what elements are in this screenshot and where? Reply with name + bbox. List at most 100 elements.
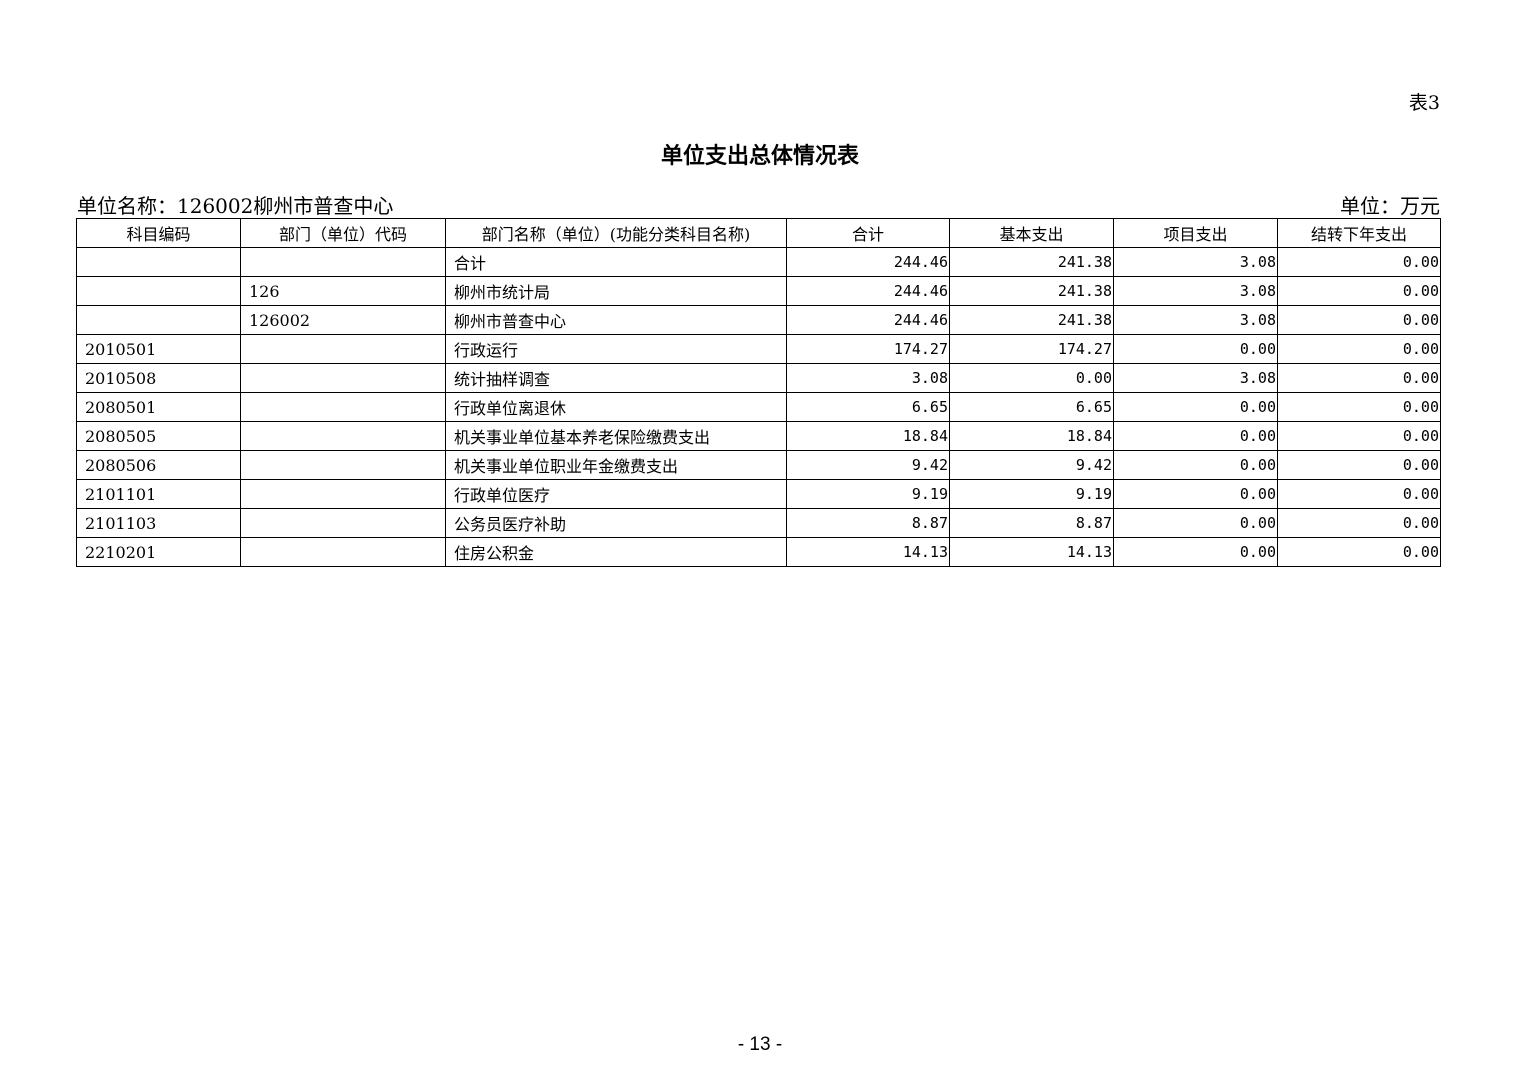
page-number: - 13 -: [737, 1034, 783, 1055]
table-cell: 0.00: [1113, 334, 1278, 364]
table-cell: [76, 247, 241, 277]
table-cell: 0.00: [1277, 392, 1441, 422]
table-cell: 244.46: [786, 305, 950, 335]
column-header: 基本支出: [949, 218, 1114, 248]
table-cell: 公务员医疗补助: [445, 508, 787, 538]
table-cell: [240, 334, 446, 364]
table-cell: 统计抽样调查: [445, 363, 787, 393]
table-cell: 174.27: [786, 334, 950, 364]
table-cell: [76, 305, 241, 335]
table-cell: 0.00: [1113, 421, 1278, 451]
table-cell: [240, 537, 446, 567]
table-cell: 住房公积金: [445, 537, 787, 567]
table-cell: 0.00: [1277, 276, 1441, 306]
column-header: 合计: [786, 218, 950, 248]
table-row: 2080505 机关事业单位基本养老保险缴费支出 18.84 18.84 0.00 0.0…: [76, 421, 1441, 451]
table-cell: 机关事业单位基本养老保险缴费支出: [445, 421, 787, 451]
table-cell: 0.00: [1277, 247, 1441, 277]
table-cell: 0.00: [1277, 421, 1441, 451]
table-cell: 2080506: [76, 450, 241, 480]
table-cell: 14.13: [786, 537, 950, 567]
table-cell: 8.87: [949, 508, 1114, 538]
table-cell: 3.08: [1113, 363, 1278, 393]
table-cell: 0.00: [949, 363, 1114, 393]
table-cell: 行政单位医疗: [445, 479, 787, 509]
table-cell: [240, 363, 446, 393]
table-cell: 241.38: [949, 305, 1114, 335]
table-cell: 14.13: [949, 537, 1114, 567]
table-cell: 柳州市统计局: [445, 276, 787, 306]
table-cell: 18.84: [949, 421, 1114, 451]
table-cell: 0.00: [1113, 479, 1278, 509]
column-header: 部门（单位）代码: [240, 218, 446, 248]
table-cell: 0.00: [1113, 537, 1278, 567]
table-cell: 244.46: [786, 247, 950, 277]
table-cell: [240, 247, 446, 277]
expenditure-table: 科目编码 部门（单位）代码 部门名称（单位）(功能分类科目名称) 合计 基本支出 项目支出…: [76, 218, 1441, 567]
table-cell: 9.19: [949, 479, 1114, 509]
table-cell: 合计: [445, 247, 787, 277]
table-cell: [240, 392, 446, 422]
table-row: 2010501 行政运行 174.27 174.27 0.00 0.00: [76, 334, 1441, 364]
table-row: 126002 柳州市普查中心 244.46 241.38 3.08 0.00: [76, 305, 1441, 335]
table-header-row: 科目编码 部门（单位）代码 部门名称（单位）(功能分类科目名称) 合计 基本支出 项目支出…: [76, 218, 1441, 248]
table-row: 2080506 机关事业单位职业年金缴费支出 9.42 9.42 0.00 0.00: [76, 450, 1441, 480]
table-cell: 2080505: [76, 421, 241, 451]
table-cell: 0.00: [1277, 305, 1441, 335]
table-cell: 行政单位离退休: [445, 392, 787, 422]
table-cell: 3.08: [1113, 276, 1278, 306]
table-cell: [76, 276, 241, 306]
table-cell: 244.46: [786, 276, 950, 306]
column-header: 部门名称（单位）(功能分类科目名称): [445, 218, 787, 248]
table-cell: 2210201: [76, 537, 241, 567]
table-cell: [240, 479, 446, 509]
column-header: 科目编码: [76, 218, 241, 248]
table-cell: 3.08: [786, 363, 950, 393]
table-cell: 18.84: [786, 421, 950, 451]
table-cell: 0.00: [1113, 508, 1278, 538]
table-cell: 机关事业单位职业年金缴费支出: [445, 450, 787, 480]
table-cell: 3.08: [1113, 247, 1278, 277]
table-cell: [240, 508, 446, 538]
column-header: 项目支出: [1113, 218, 1278, 248]
table-cell: 9.19: [786, 479, 950, 509]
table-cell: 0.00: [1277, 508, 1441, 538]
table-cell: 2080501: [76, 392, 241, 422]
table-cell: 柳州市普查中心: [445, 305, 787, 335]
table-cell: 241.38: [949, 276, 1114, 306]
table-cell: [240, 421, 446, 451]
table-cell: 2101103: [76, 508, 241, 538]
table-cell: 241.38: [949, 247, 1114, 277]
table-cell: 0.00: [1277, 334, 1441, 364]
table-row: 合计 244.46 241.38 3.08 0.00: [76, 247, 1441, 277]
table-row: 2101103 公务员医疗补助 8.87 8.87 0.00 0.00: [76, 508, 1441, 538]
table-row: 2010508 统计抽样调查 3.08 0.00 3.08 0.00: [76, 363, 1441, 393]
table-cell: 0.00: [1277, 450, 1441, 480]
table-row: 2210201 住房公积金 14.13 14.13 0.00 0.00: [76, 537, 1441, 567]
table-cell: 9.42: [786, 450, 950, 480]
table-cell: 3.08: [1113, 305, 1278, 335]
table-cell: 2010501: [76, 334, 241, 364]
table-cell: 0.00: [1113, 450, 1278, 480]
unit-name: 单位名称：126002柳州市普查中心: [77, 194, 394, 218]
table-row: 2101101 行政单位医疗 9.19 9.19 0.00 0.00: [76, 479, 1441, 509]
table-cell: [240, 450, 446, 480]
table-cell: 8.87: [786, 508, 950, 538]
table-cell: 6.65: [949, 392, 1114, 422]
table-cell: 126002: [240, 305, 446, 335]
currency-unit: 单位：万元: [1340, 194, 1440, 218]
table-number: 表3: [1408, 92, 1440, 114]
table-cell: 6.65: [786, 392, 950, 422]
table-cell: 行政运行: [445, 334, 787, 364]
table-cell: 0.00: [1113, 392, 1278, 422]
table-cell: 2101101: [76, 479, 241, 509]
column-header: 结转下年支出: [1277, 218, 1441, 248]
table-cell: 174.27: [949, 334, 1114, 364]
table-cell: 2010508: [76, 363, 241, 393]
table-cell: 9.42: [949, 450, 1114, 480]
table-cell: 0.00: [1277, 363, 1441, 393]
table-row: 2080501 行政单位离退休 6.65 6.65 0.00 0.00: [76, 392, 1441, 422]
table-cell: 126: [240, 276, 446, 306]
table-cell: 0.00: [1277, 479, 1441, 509]
table-cell: 0.00: [1277, 537, 1441, 567]
